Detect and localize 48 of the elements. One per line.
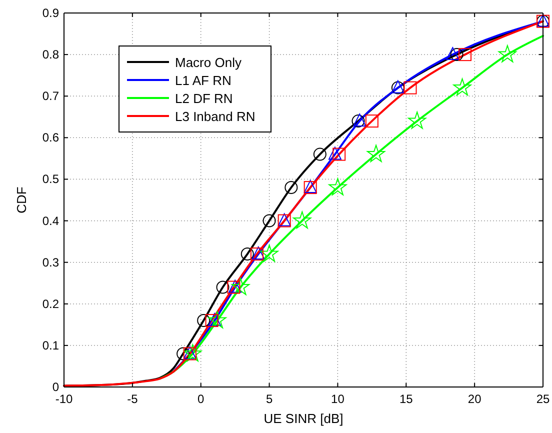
point xyxy=(240,248,254,261)
x-tick-label: 25 xyxy=(536,392,550,406)
point xyxy=(458,48,472,62)
y-tick-label: 0.6 xyxy=(42,130,60,145)
x-tick-label: 10 xyxy=(331,392,345,406)
y-tick-label: 0.1 xyxy=(42,338,60,352)
y-tick-label: 0.8 xyxy=(42,48,60,62)
point xyxy=(284,181,298,194)
point xyxy=(446,47,460,60)
point xyxy=(408,112,426,129)
y-axis-title: CDF xyxy=(14,186,29,214)
point xyxy=(293,211,312,229)
point xyxy=(367,144,386,162)
point xyxy=(498,45,516,62)
point xyxy=(197,314,210,328)
y-tick-label: 0.3 xyxy=(42,255,60,270)
x-tick-label: -10 xyxy=(55,392,73,406)
x-tick-label: -5 xyxy=(127,392,138,406)
point xyxy=(453,78,472,96)
point xyxy=(232,278,250,296)
point xyxy=(328,146,342,160)
legend-label: L1 AF RN xyxy=(175,73,232,88)
y-tick-label: 0.9 xyxy=(42,6,60,20)
point xyxy=(216,280,230,294)
point xyxy=(313,148,326,161)
point xyxy=(365,114,378,128)
y-tick-label: 0.7 xyxy=(42,89,60,104)
point xyxy=(184,344,202,362)
y-tick-label: 0.4 xyxy=(42,214,60,228)
y-tick-label: 0.5 xyxy=(42,172,60,186)
x-tick-label: 5 xyxy=(266,392,273,406)
x-axis-title: UE SINR [dB] xyxy=(264,411,344,426)
point xyxy=(262,214,276,228)
point xyxy=(328,178,347,196)
point xyxy=(208,311,226,328)
legend-label: L3 Inband RN xyxy=(175,109,256,124)
point xyxy=(404,81,417,94)
x-tick-label: 20 xyxy=(468,392,482,406)
x-tick-label: 0 xyxy=(198,392,205,406)
legend-label: L2 DF RN xyxy=(175,91,233,106)
point xyxy=(450,48,464,62)
legend-label: Macro Only xyxy=(175,55,242,70)
point xyxy=(260,244,278,262)
point xyxy=(176,347,190,360)
x-tick-label: 15 xyxy=(399,392,414,406)
point xyxy=(332,148,346,161)
y-tick-label: 0 xyxy=(52,380,60,394)
y-tick-label: 0.2 xyxy=(42,296,60,311)
